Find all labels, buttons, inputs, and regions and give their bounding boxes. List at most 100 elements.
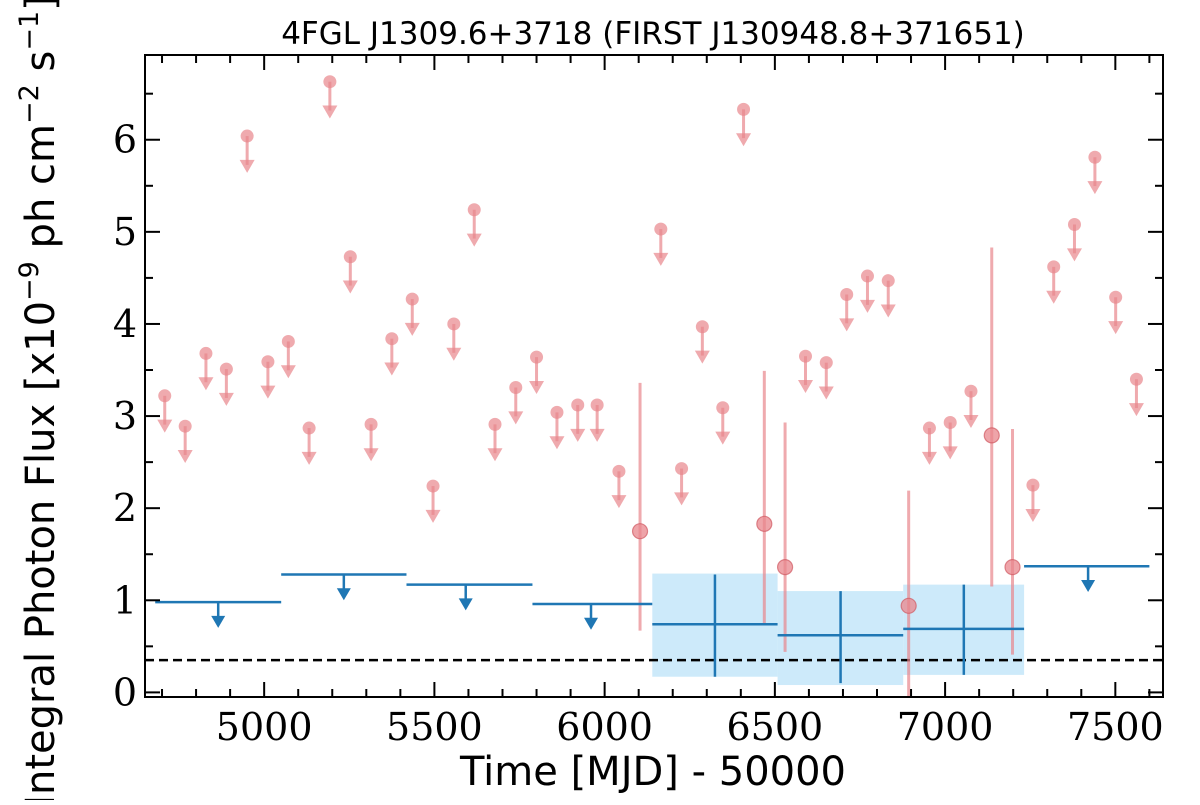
upper-limit-point [612,464,626,478]
upper-limit-arrow [404,322,420,336]
upper-limit-point [964,384,978,398]
upper-limit-arrow [322,105,338,119]
y-tick-label: 6 [113,118,137,162]
x-tick-label: 7500 [1067,705,1164,749]
upper-limit-point [840,287,854,301]
upper-limit-point [488,417,502,431]
upper-limit-point [695,320,709,334]
detection-point [1004,559,1021,576]
upper-limit-point [922,421,936,435]
long-upper-limit-arrow [211,615,226,628]
upper-limit-point [1129,372,1143,386]
upper-limit-point [881,274,895,288]
upper-limit-arrow [363,448,379,462]
upper-limit-point [219,362,233,376]
upper-limit-arrow [963,415,979,429]
detection-point [983,427,1000,444]
upper-limit-arrow [1066,248,1082,262]
x-axis-title: Time [MJD] - 50000 [459,749,846,795]
upper-limit-point [509,381,523,395]
y-axis-title-exp: −9 [14,261,45,301]
upper-limit-point [1047,260,1061,274]
y-tick-label: 2 [113,486,137,530]
y-axis-title-unit2: s [18,51,64,85]
y-tick-label: 1 [113,578,137,622]
upper-limit-point [550,405,564,419]
upper-limit-arrow [880,304,896,318]
upper-limit-point [590,398,604,412]
upper-limit-point [571,398,585,412]
upper-limit-point [447,317,461,331]
y-tick-label: 0 [113,670,137,714]
upper-limit-arrow [508,411,524,425]
long-upper-limit-arrow [458,598,473,611]
x-tick-label: 6000 [556,705,653,749]
upper-limit-point [240,129,254,143]
upper-limit-arrow [280,365,296,379]
upper-limit-point [343,250,357,264]
long-upper-limit-arrow [1081,579,1096,592]
upper-limit-arrow [260,385,276,399]
upper-limit-point [1088,150,1102,164]
upper-limit-point [199,346,213,360]
upper-limit-point [943,416,957,430]
upper-limit-arrow [487,448,503,462]
plot-frame [144,54,1164,698]
upper-limit-arrow [549,436,565,450]
chart-title: 4FGL J1309.6+3718 (FIRST J130948.8+37165… [281,16,1025,52]
detection-point [900,597,917,614]
upper-limit-arrow [1108,321,1124,335]
upper-limit-arrow [694,350,710,364]
upper-limit-point [385,332,399,346]
upper-limit-arrow [177,450,193,464]
x-tick-label: 7000 [897,705,994,749]
detection-point [776,559,794,576]
upper-limit-point [426,479,440,493]
upper-limit-point [364,417,378,431]
y-axis-title-close: ] [18,0,64,11]
detection-point [631,523,649,540]
long-upper-limit-arrow [336,588,351,601]
upper-limit-point [799,349,813,363]
upper-limit-arrow [1128,403,1144,417]
x-tick-label: 6500 [727,705,824,749]
upper-limit-arrow [942,446,958,460]
upper-limit-point [261,355,275,369]
upper-limit-arrow [1025,508,1041,522]
upper-limit-arrow [798,380,814,394]
upper-limit-arrow [301,451,317,465]
upper-limit-arrow [736,133,752,147]
upper-limit-arrow [818,386,834,400]
upper-limit-point [405,292,419,306]
upper-limit-arrow [198,377,214,391]
upper-limit-arrow [611,495,627,509]
upper-limit-arrow [839,318,855,332]
x-tick-label: 5000 [216,705,313,749]
upper-limit-arrow [570,428,586,442]
upper-limit-arrow [674,492,690,506]
upper-limit-arrow [921,451,937,465]
upper-limit-point [178,419,192,433]
upper-limit-arrow [715,431,731,445]
upper-limit-point [860,269,874,283]
upper-limit-arrow [529,380,545,394]
upper-limit-point [716,401,730,415]
upper-limit-point [302,421,316,435]
upper-limit-arrow [218,392,234,406]
upper-limit-arrow [466,233,482,247]
detection-point [756,515,773,532]
y-tick-label: 4 [113,302,137,346]
upper-limit-arrow [653,252,669,266]
upper-limit-arrow [239,159,255,173]
upper-limit-arrow [589,428,605,442]
upper-limit-arrow [157,419,173,433]
axes: 5000 5500 6000 6500 7000 7500 0 1 2 3 4 5 6 [113,54,1164,749]
y-tick-label: 5 [113,210,137,254]
y-axis-title-exp3: −1 [14,11,45,51]
upper-limit-arrow [859,299,875,313]
upper-limit-arrow [1046,290,1062,304]
y-axis-title: Integral Photon Flux [x10−9 ph cm−2 s−1] [14,0,64,800]
y-tick-label: 3 [113,394,137,438]
upper-limit-point [737,102,751,116]
